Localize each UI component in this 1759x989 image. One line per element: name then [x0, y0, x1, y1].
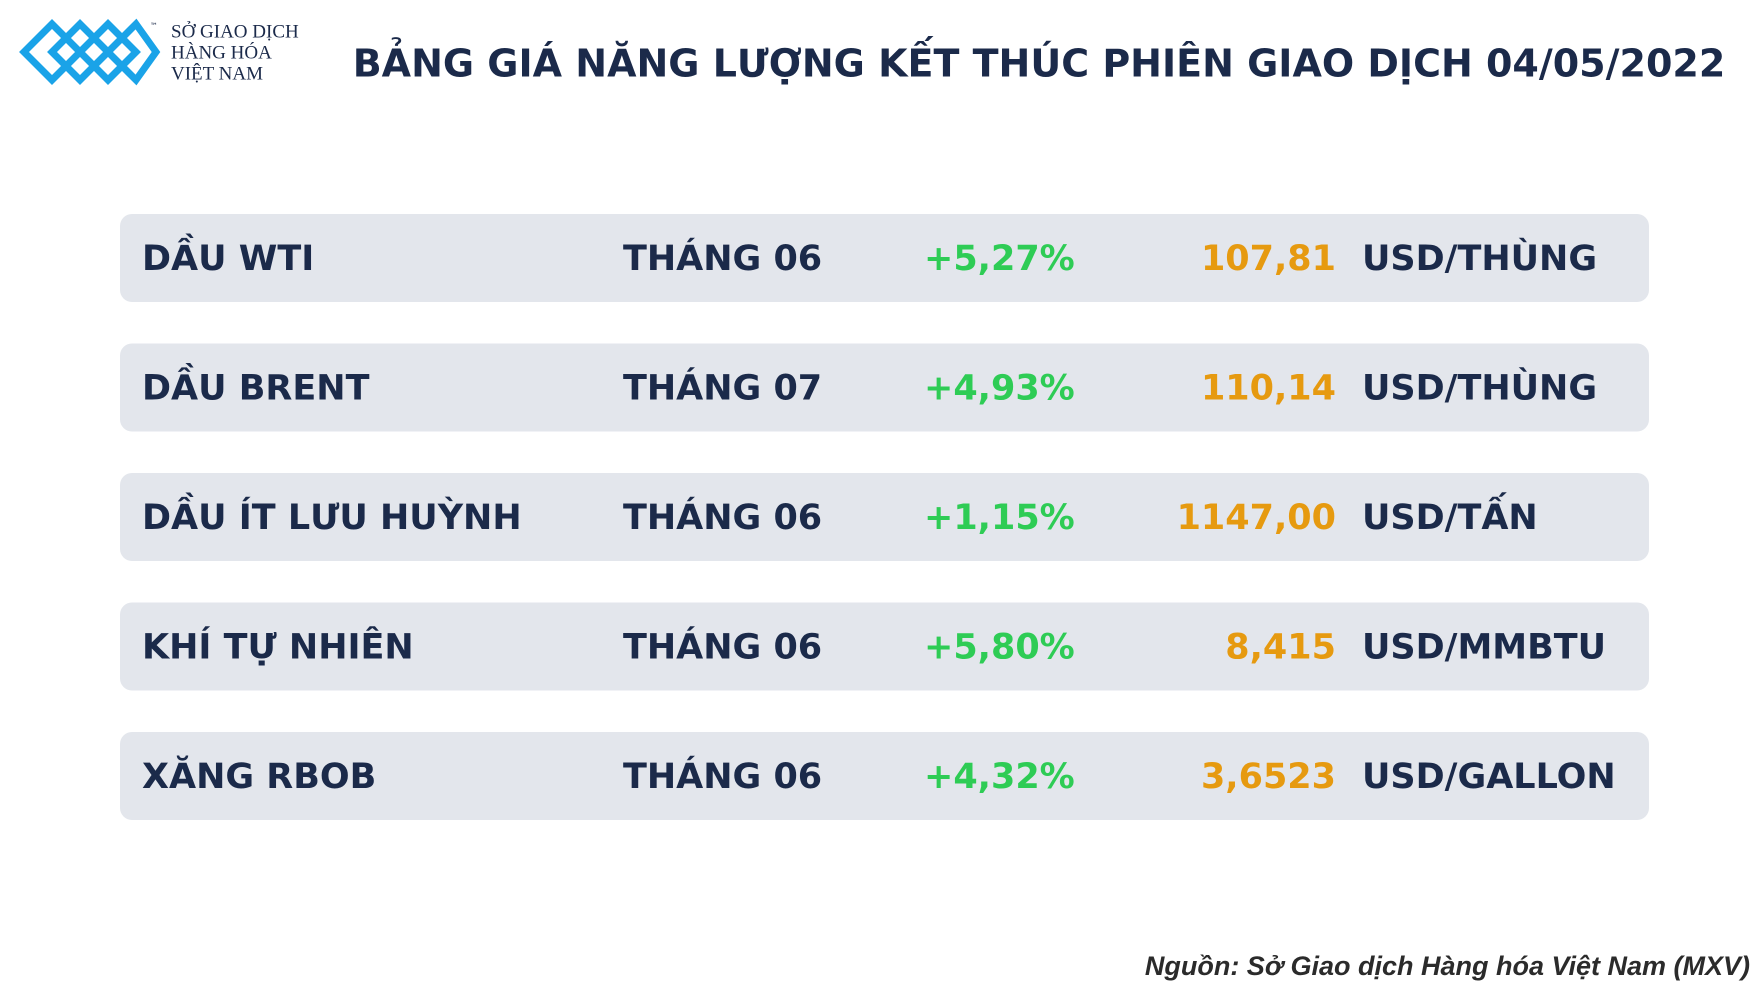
change: +5,27%	[924, 239, 1075, 279]
logo-mark	[19, 18, 161, 86]
table-row: DẦU BRENT THÁNG 07 +4,93% 110,14 USD/THÙNG	[120, 343, 1649, 432]
commodity: DẦU BRENT	[142, 362, 370, 409]
unit: USD/THÙNG	[1362, 237, 1597, 279]
unit: USD/TẤN	[1362, 491, 1538, 538]
price: 8,415	[1225, 628, 1336, 668]
unit: USD/MMBTU	[1362, 628, 1606, 668]
price: 107,81	[1201, 239, 1336, 279]
price: 1147,00	[1177, 498, 1336, 538]
logo-text: VIỆT NAM	[171, 62, 263, 84]
title: BẢNG GIÁ NĂNG LƯỢNG KẾT THÚC PHIÊN GIAO …	[353, 37, 1726, 86]
row-background	[120, 732, 1649, 820]
commodity: KHÍ TỰ NHIÊN	[142, 626, 414, 668]
change: +5,80%	[924, 628, 1075, 668]
change: +4,32%	[924, 757, 1075, 797]
logo	[19, 18, 161, 86]
price: 3,6523	[1201, 757, 1336, 797]
commodity: DẦU ÍT LƯU HUỲNH	[142, 491, 522, 538]
row-background	[120, 214, 1649, 302]
table-row: KHÍ TỰ NHIÊN THÁNG 06 +5,80% 8,415 USD/MMBTU	[120, 602, 1649, 691]
logo-text: SỞ GIAO DỊCH	[171, 20, 299, 42]
contract-month: THÁNG 07	[623, 367, 822, 409]
logo-text: HÀNG HÓA	[171, 41, 272, 63]
contract-month: THÁNG 06	[623, 755, 822, 797]
source: Nguồn: Sở Giao dịch Hàng hóa Việt Nam (M…	[1145, 951, 1750, 981]
change: +4,93%	[924, 369, 1075, 409]
price-table: DẦU WTI THÁNG 06 +5,27% 107,81 USD/THÙNGDẦU …	[120, 214, 1649, 820]
commodity: XĂNG RBOB	[142, 754, 376, 797]
commodity: DẦU WTI	[142, 232, 314, 279]
unit: USD/GALLON	[1362, 757, 1616, 797]
change: +1,15%	[924, 498, 1075, 538]
unit: USD/THÙNG	[1362, 367, 1597, 409]
trademark: ™	[150, 22, 158, 31]
row-background	[120, 473, 1649, 561]
row-background	[120, 602, 1649, 691]
price: 110,14	[1201, 369, 1336, 409]
table-row: XĂNG RBOB THÁNG 06 +4,32% 3,6523 USD/GALLON	[120, 732, 1649, 820]
table-row: DẦU ÍT LƯU HUỲNH THÁNG 06 +1,15% 1147,00 USD…	[120, 473, 1649, 561]
table-row: DẦU WTI THÁNG 06 +5,27% 107,81 USD/THÙNG	[120, 214, 1649, 302]
contract-month: THÁNG 06	[623, 626, 822, 668]
contract-month: THÁNG 06	[623, 237, 822, 279]
contract-month: THÁNG 06	[623, 496, 822, 538]
row-background	[120, 343, 1649, 432]
